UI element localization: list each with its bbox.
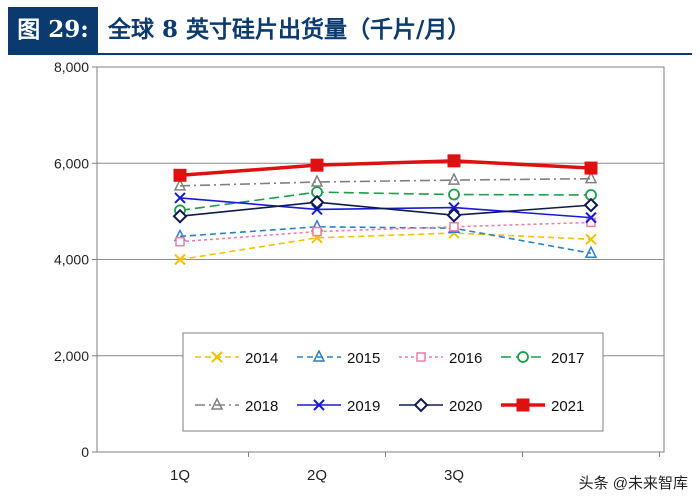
series-2017 — [174, 186, 597, 217]
legend-label: 2019 — [347, 398, 380, 415]
legend-item-2015: 2015 — [297, 349, 380, 367]
figure-header: 图 29: 全球 8 英寸硅片出货量（千片/月） — [8, 7, 692, 55]
legend-item-2017: 2017 — [501, 350, 584, 367]
data-point — [173, 168, 187, 182]
data-point — [173, 178, 187, 191]
series-line-2019 — [179, 197, 592, 219]
legend-label: 2021 — [551, 398, 584, 415]
series-2016 — [175, 217, 596, 247]
data-point — [312, 226, 322, 237]
legend-item-2020: 2020 — [399, 397, 482, 415]
data-point — [449, 222, 459, 232]
data-point — [447, 172, 461, 185]
data-point — [172, 208, 188, 224]
data-point — [584, 245, 598, 258]
data-point — [584, 161, 598, 175]
legend-box — [182, 332, 604, 432]
y-tick-label: 0 — [81, 444, 89, 460]
legend-marker — [416, 352, 426, 362]
legend-marker — [517, 351, 529, 363]
legend-marker — [516, 398, 530, 412]
legend-item-2018: 2018 — [195, 397, 278, 415]
legend-item-2021: 2021 — [501, 398, 584, 415]
legend-item-2016: 2016 — [399, 350, 482, 367]
legend-label: 2014 — [245, 350, 278, 367]
y-tick-label: 2,000 — [54, 348, 89, 364]
series-2015 — [173, 219, 598, 258]
legend-label: 2020 — [449, 398, 482, 415]
data-point — [310, 158, 324, 172]
y-tick-label: 8,000 — [54, 59, 89, 75]
y-tick-label: 4,000 — [54, 252, 89, 268]
series-line-2015 — [179, 225, 592, 255]
chart-title: 全球 8 英寸硅片出货量（千片/月） — [108, 16, 471, 43]
series-line-2020 — [179, 201, 592, 217]
data-point — [448, 201, 460, 214]
series-line-2016 — [179, 221, 592, 243]
y-tick-label: 6,000 — [54, 155, 89, 171]
series-line-2021 — [179, 159, 592, 178]
legend-item-2019: 2019 — [297, 398, 380, 415]
legend-marker — [210, 397, 224, 410]
legend-label: 2018 — [245, 398, 278, 415]
data-point — [585, 233, 597, 245]
watermark-text: 头条 @未来智库 — [578, 475, 688, 492]
legend-label: 2015 — [347, 350, 380, 367]
legend-marker — [312, 349, 326, 362]
series-line-2017 — [179, 191, 592, 212]
series-2020 — [172, 194, 599, 224]
x-tick-label: 2Q — [307, 467, 327, 484]
series-2018 — [173, 170, 598, 191]
legend-marker — [313, 399, 325, 411]
series-2019 — [174, 192, 597, 224]
figure-number-label: 图 29: — [8, 7, 98, 53]
legend-marker — [211, 351, 223, 363]
data-point — [448, 188, 460, 201]
data-point — [175, 236, 185, 247]
data-point — [583, 197, 599, 213]
data-point — [174, 253, 186, 266]
series-2021 — [173, 154, 598, 182]
data-point — [174, 192, 186, 204]
legend-marker — [413, 397, 429, 413]
data-point — [310, 174, 324, 187]
legend-label: 2017 — [551, 350, 584, 367]
x-tick-label: 3Q — [444, 467, 464, 484]
data-point — [585, 211, 597, 224]
data-point — [447, 154, 461, 168]
data-point — [584, 170, 598, 184]
legend: 2014 2015 2016 2017 2018 2019 2020 2021 — [182, 332, 604, 432]
data-point — [309, 194, 325, 210]
data-point — [446, 207, 462, 223]
x-tick-label: 1Q — [170, 467, 190, 484]
series-line-2018 — [179, 177, 592, 187]
legend-item-2014: 2014 — [195, 350, 278, 367]
series-line-2014 — [179, 232, 592, 261]
legend-label: 2016 — [449, 350, 482, 367]
